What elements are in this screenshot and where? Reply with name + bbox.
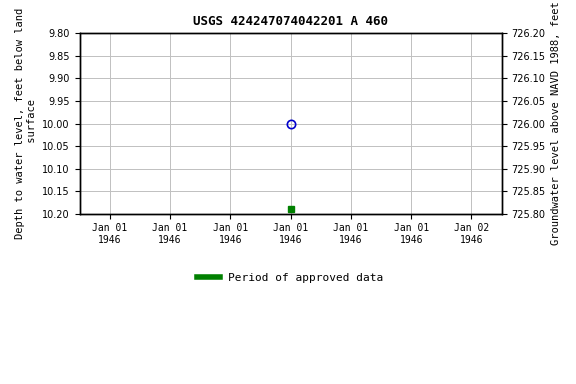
Title: USGS 424247074042201 A 460: USGS 424247074042201 A 460 xyxy=(193,15,388,28)
Y-axis label: Depth to water level, feet below land
 surface: Depth to water level, feet below land su… xyxy=(15,8,37,239)
Y-axis label: Groundwater level above NAVD 1988, feet: Groundwater level above NAVD 1988, feet xyxy=(551,2,561,245)
Legend: Period of approved data: Period of approved data xyxy=(193,269,388,288)
